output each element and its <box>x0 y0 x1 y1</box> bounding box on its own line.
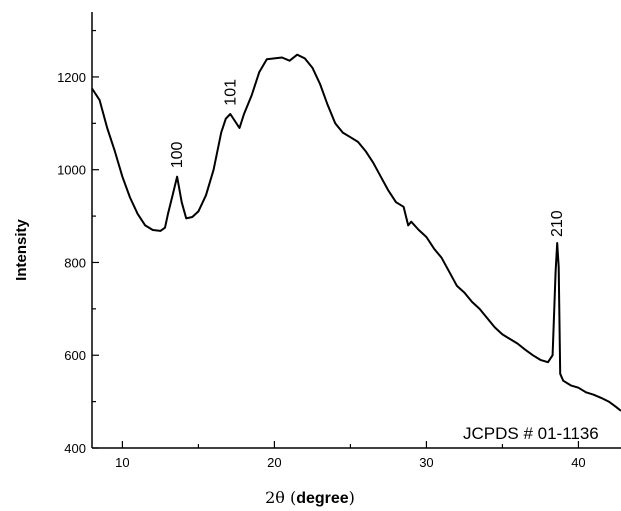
y-axis-title: Intensity <box>13 219 30 281</box>
reference-label: JCPDS # 01-1136 <box>463 424 599 443</box>
peak-label: 100 <box>169 142 186 169</box>
axes <box>91 12 621 449</box>
peak-label: 210 <box>549 210 566 237</box>
x-axis-title-symbol: 2θ ( <box>265 488 296 507</box>
y-tick-label: 600 <box>64 348 86 363</box>
tick-labels: 10 20 30 40 400 600 800 1000 1200 <box>57 70 586 470</box>
peak-labels: 100 101 210 <box>169 79 566 237</box>
x-axis-title-close: ) <box>349 488 355 507</box>
x-axis-title: 2θ (degree) <box>265 488 355 507</box>
y-tick-label: 1200 <box>57 70 86 85</box>
y-tick-label: 400 <box>64 441 86 456</box>
x-tick-label: 20 <box>267 455 281 470</box>
x-axis-title-unit: degree <box>296 490 349 507</box>
intensity-series-line <box>91 53 621 412</box>
x-tick-label: 10 <box>115 455 129 470</box>
y-tick-label: 800 <box>64 255 86 270</box>
ticks <box>92 29 580 449</box>
x-tick-label: 40 <box>571 455 585 470</box>
peak-label: 101 <box>222 79 239 106</box>
x-tick-label: 30 <box>419 455 433 470</box>
y-tick-label: 1000 <box>57 163 86 178</box>
